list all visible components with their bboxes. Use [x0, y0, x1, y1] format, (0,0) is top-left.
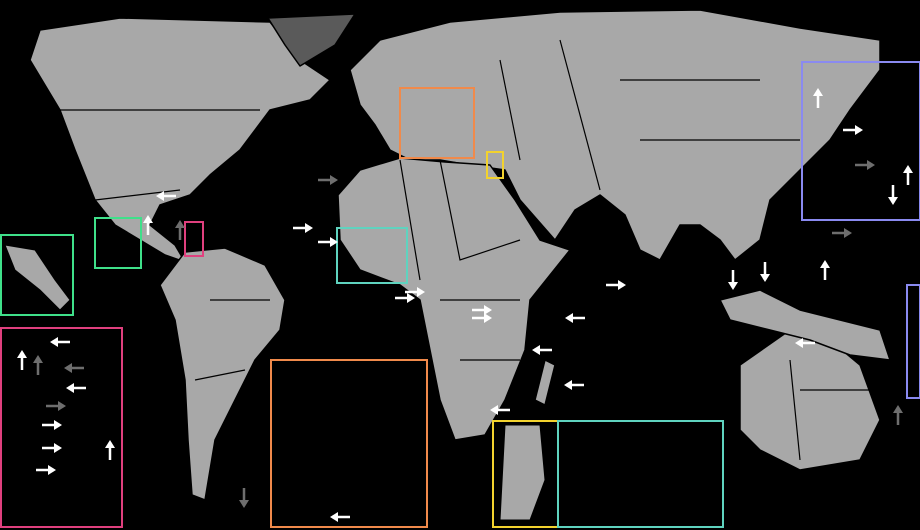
locator-arrow-icon: [395, 293, 415, 303]
inset-pacific-islands-2[interactable]: [906, 284, 920, 399]
locator-arrow-secondary-icon: [239, 488, 249, 508]
locator-arrow-icon: [318, 237, 338, 247]
locator-arrow-icon: [606, 280, 626, 290]
locator-arrow-icon: [293, 223, 313, 233]
locator-arrow-icon: [50, 337, 70, 347]
levant-detail: [499, 424, 546, 521]
locator-arrow-icon: [490, 405, 510, 415]
central-america-detail: [4, 244, 71, 311]
locator-arrow-secondary-icon: [33, 355, 43, 375]
locator-arrow-icon: [472, 305, 492, 315]
north-america[interactable]: [29, 17, 331, 263]
locator-arrow-icon: [888, 185, 898, 205]
locator-arrow-icon: [843, 125, 863, 135]
inset-pacific-islands[interactable]: [801, 61, 920, 221]
locator-arrow-icon: [66, 383, 86, 393]
inset-west-africa-enlarged[interactable]: [557, 420, 724, 528]
locator-arrow-secondary-icon: [832, 228, 852, 238]
locator-arrow-icon: [42, 420, 62, 430]
inset-frames: [0, 61, 920, 528]
locator-arrow-icon: [156, 191, 176, 201]
locator-arrow-icon: [903, 165, 913, 185]
landmasses: [29, 9, 891, 501]
locator-arrow-icon: [330, 512, 350, 522]
locator-arrow-secondary-icon: [318, 175, 338, 185]
greenland[interactable]: [267, 13, 356, 67]
locator-arrow-secondary-icon: [46, 401, 66, 411]
country-borders: [60, 39, 870, 461]
locator-arrow-icon: [820, 260, 830, 280]
inset-caribbean-enlarged[interactable]: [0, 327, 123, 528]
locator-arrow-secondary-icon: [855, 160, 875, 170]
locator-arrow-icon: [728, 270, 738, 290]
locator-arrow-icon: [405, 287, 425, 297]
locator-arrow-icon: [105, 440, 115, 460]
locator-arrow-icon: [17, 350, 27, 370]
locator-arrow-icon: [472, 313, 492, 323]
inset-west-africa[interactable]: [336, 227, 408, 284]
eurasia[interactable]: [349, 9, 881, 261]
inset-lesser-antilles[interactable]: [184, 221, 204, 257]
locator-arrows: [17, 88, 913, 522]
inset-central-america[interactable]: [0, 234, 74, 316]
locator-arrow-secondary-icon: [64, 363, 84, 373]
locator-arrow-icon: [565, 313, 585, 323]
locator-arrow-icon: [795, 338, 815, 348]
inset-levant[interactable]: [486, 151, 504, 179]
locator-arrow-icon: [532, 345, 552, 355]
inset-europe[interactable]: [399, 87, 475, 159]
southeast-asia-islands[interactable]: [719, 289, 891, 361]
locator-arrow-secondary-icon: [893, 405, 903, 425]
locator-arrow-icon: [564, 380, 584, 390]
locator-arrow-icon: [42, 443, 62, 453]
locator-arrow-icon: [813, 88, 823, 108]
madagascar[interactable]: [534, 359, 556, 406]
locator-arrow-icon: [143, 215, 153, 235]
locator-arrow-icon: [760, 262, 770, 282]
inset-caribbean-islands[interactable]: [94, 217, 142, 269]
locator-arrow-icon: [36, 465, 56, 475]
locator-arrow-secondary-icon: [175, 220, 185, 240]
italy-detail: [300, 450, 340, 510]
inset-europe-enlarged[interactable]: [270, 359, 428, 528]
